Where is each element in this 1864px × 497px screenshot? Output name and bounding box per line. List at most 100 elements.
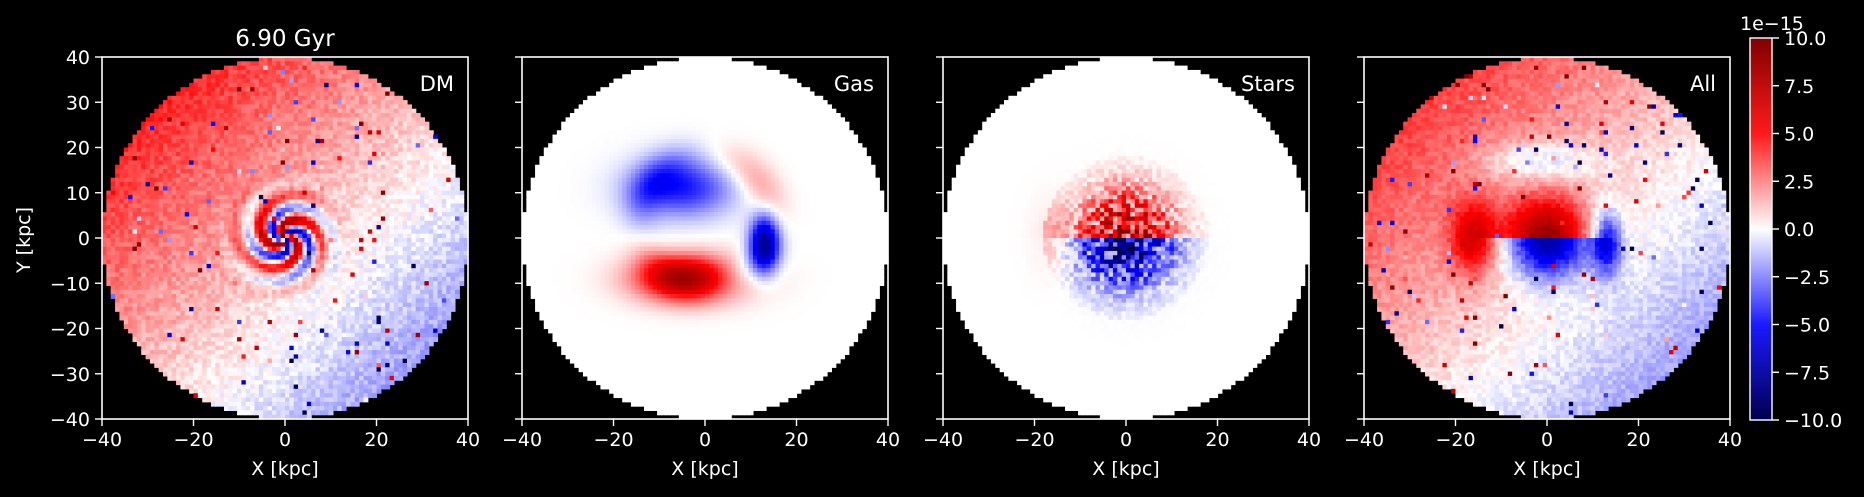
heatmap-cell [159,126,164,131]
heatmap-cell [163,268,168,273]
heatmap-cell [316,329,321,334]
heatmap-cell [224,380,229,385]
heatmap-cell [189,225,194,230]
heatmap-cell [154,320,159,325]
heatmap-cell [159,303,164,308]
heatmap-cell [350,316,355,321]
heatmap-cell [329,303,334,308]
heatmap-cell [407,117,412,122]
heatmap-cell [394,173,399,178]
heatmap-cell [224,199,229,204]
heatmap-cell [246,272,251,277]
heatmap-cell [250,329,255,334]
heatmap-cell [180,186,185,191]
heatmap-cell [377,389,382,394]
heatmap-cell [381,156,386,161]
heatmap-cell [228,397,233,402]
heatmap-cell [350,199,355,204]
heatmap-cell [194,195,199,200]
heatmap-cell [159,229,164,234]
heatmap-cell [268,294,273,299]
heatmap-cell [403,229,408,234]
heatmap-cell [167,126,172,131]
heatmap-cell [146,298,151,303]
heatmap-cell [316,182,321,187]
heatmap-cell [250,363,255,368]
heatmap-cell [180,350,185,355]
heatmap-cell [194,359,199,364]
heatmap-cell [268,247,273,252]
heatmap-cell [255,264,260,269]
heatmap-cell [220,130,225,135]
heatmap-cell [259,148,264,153]
heatmap-cell [381,272,386,277]
heatmap-cell [394,247,399,252]
heatmap-cell [207,329,212,334]
heatmap-cell [194,320,199,325]
heatmap-cell [285,83,290,88]
heatmap-cell [106,281,111,286]
heatmap-cell [381,204,386,209]
heatmap-cell [128,156,133,161]
heatmap-cell [150,221,155,226]
heatmap-cell [394,277,399,282]
heatmap-cell [298,251,303,256]
heatmap-cell [355,380,360,385]
heatmap-cell [220,178,225,183]
heatmap-cell [329,204,334,209]
heatmap-cell [342,225,347,230]
heatmap-cell [311,238,316,243]
heatmap-cell [403,298,408,303]
heatmap-cell [307,298,312,303]
heatmap-cell [228,152,233,157]
heatmap-cell [307,117,312,122]
heatmap-cell [250,359,255,364]
heatmap-cell [163,307,168,312]
heatmap-cell [311,143,316,148]
heatmap-cell [246,229,251,234]
heatmap-cell [167,367,172,372]
heatmap-cell [311,242,316,247]
heatmap-cell [302,307,307,312]
heatmap-cell [224,385,229,390]
heatmap-cell [289,380,294,385]
heatmap-cell [350,376,355,381]
heatmap-cell [355,264,360,269]
heatmap-cell [198,389,203,394]
heatmap-cell [128,238,133,243]
heatmap-cell [316,247,321,252]
heatmap-cell [111,285,116,290]
heatmap-cell [316,130,321,135]
heatmap-cell [263,199,268,204]
heatmap-cell [368,359,373,364]
heatmap-cell [359,152,364,157]
heatmap-cell [194,272,199,277]
heatmap-cell [355,307,360,312]
heatmap-cell [372,122,377,127]
heatmap-cell [268,402,273,407]
heatmap-cell [172,135,177,140]
heatmap-cell [390,255,395,260]
heatmap-cell [215,320,220,325]
heatmap-cell [359,212,364,217]
heatmap-cell [329,359,334,364]
heatmap-cell [316,406,321,411]
heatmap-cell [180,152,185,157]
heatmap-cell [115,307,120,312]
heatmap-cell [368,83,373,88]
heatmap-cell [268,66,273,71]
heatmap-cell [398,242,403,247]
heatmap-cell [324,277,329,282]
heatmap-cell [316,341,321,346]
heatmap-cell [403,169,408,174]
heatmap-cell [119,169,124,174]
heatmap-cell [307,212,312,217]
heatmap-cell [237,402,242,407]
heatmap-cell [324,363,329,368]
heatmap-cell [329,376,334,381]
heatmap-cell [368,350,373,355]
heatmap-cell [294,113,299,118]
heatmap-cell [167,354,172,359]
heatmap-cell [233,169,238,174]
heatmap-cell [329,139,334,144]
